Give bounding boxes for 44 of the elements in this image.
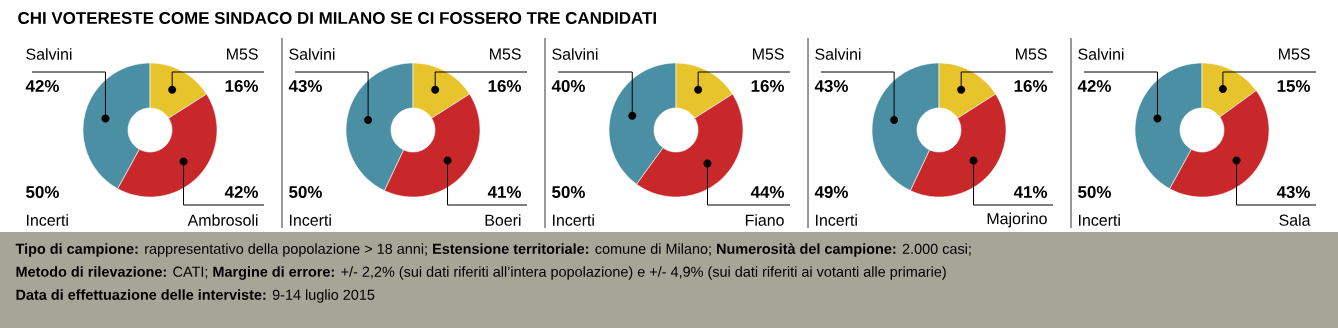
slice-label: Salvini bbox=[289, 48, 335, 60]
slice-label: M5S bbox=[1279, 48, 1310, 60]
slice-label: M5S bbox=[753, 48, 784, 60]
data-label: 42% bbox=[25, 80, 59, 92]
data-label: 42% bbox=[224, 186, 259, 198]
data-label: 16% bbox=[225, 80, 259, 92]
slice-label: Sala bbox=[1279, 214, 1311, 226]
slice-label: M5S bbox=[227, 48, 258, 60]
data-label: 44% bbox=[750, 186, 785, 198]
data-label: 43% bbox=[814, 79, 848, 93]
slice-label: Salvini bbox=[1078, 48, 1124, 60]
text: 49% bbox=[814, 186, 848, 198]
text: Tipo di campione: rappresentativo della popolazione > 18 anni; Estensione territoriale: comune di Milano; Numerosità del campione: 2.000 casi; bbox=[15, 243, 971, 257]
text: Incerti bbox=[816, 214, 857, 226]
data-label: 41% bbox=[1013, 186, 1048, 198]
slice-label: Salvini bbox=[552, 48, 598, 60]
text: CHI VOTERESTE COME SINDACO DI MILANO SE CI FOSSERO TRE CANDIDATI bbox=[18, 12, 656, 24]
text: Incerti bbox=[290, 214, 331, 226]
data-label: 16% bbox=[1014, 80, 1048, 92]
text: Incerti bbox=[27, 214, 68, 226]
data-label: 40% bbox=[551, 80, 585, 92]
text: 50% bbox=[289, 186, 322, 198]
text: Incerti bbox=[1079, 214, 1120, 226]
data-label: 15% bbox=[1277, 80, 1311, 92]
text: Incerti bbox=[553, 214, 594, 226]
data-label: 43% bbox=[1276, 185, 1311, 199]
slice-label: M5S bbox=[1016, 48, 1047, 60]
slice-label: Boeri bbox=[485, 214, 521, 226]
slice-label: Ambrosoli bbox=[187, 214, 258, 226]
text: 50% bbox=[26, 186, 59, 198]
text: 50% bbox=[552, 186, 585, 198]
slice-label: Majorino bbox=[987, 212, 1047, 228]
slice-label: Salvini bbox=[815, 48, 861, 60]
slice-label: M5S bbox=[490, 48, 521, 60]
data-label: 43% bbox=[288, 79, 322, 93]
data-label: 16% bbox=[488, 80, 522, 92]
data-label: 16% bbox=[751, 80, 785, 92]
slice-label: Fiano bbox=[745, 214, 784, 226]
text: 50% bbox=[1078, 186, 1111, 198]
data-label: 41% bbox=[487, 186, 522, 198]
data-label: 42% bbox=[1077, 80, 1111, 92]
text: Data di effettuazione delle interviste: 9-14 luglio 2015 bbox=[16, 289, 375, 303]
slice-label: Salvini bbox=[26, 48, 72, 60]
text: Metodo di rilevazione: CATI; Margine di errore: +/- 2,2% (sui dati riferiti all’intera popolazione) e +/- 4,9% (sui dati riferiti ai votanti alle primarie) bbox=[16, 266, 946, 280]
